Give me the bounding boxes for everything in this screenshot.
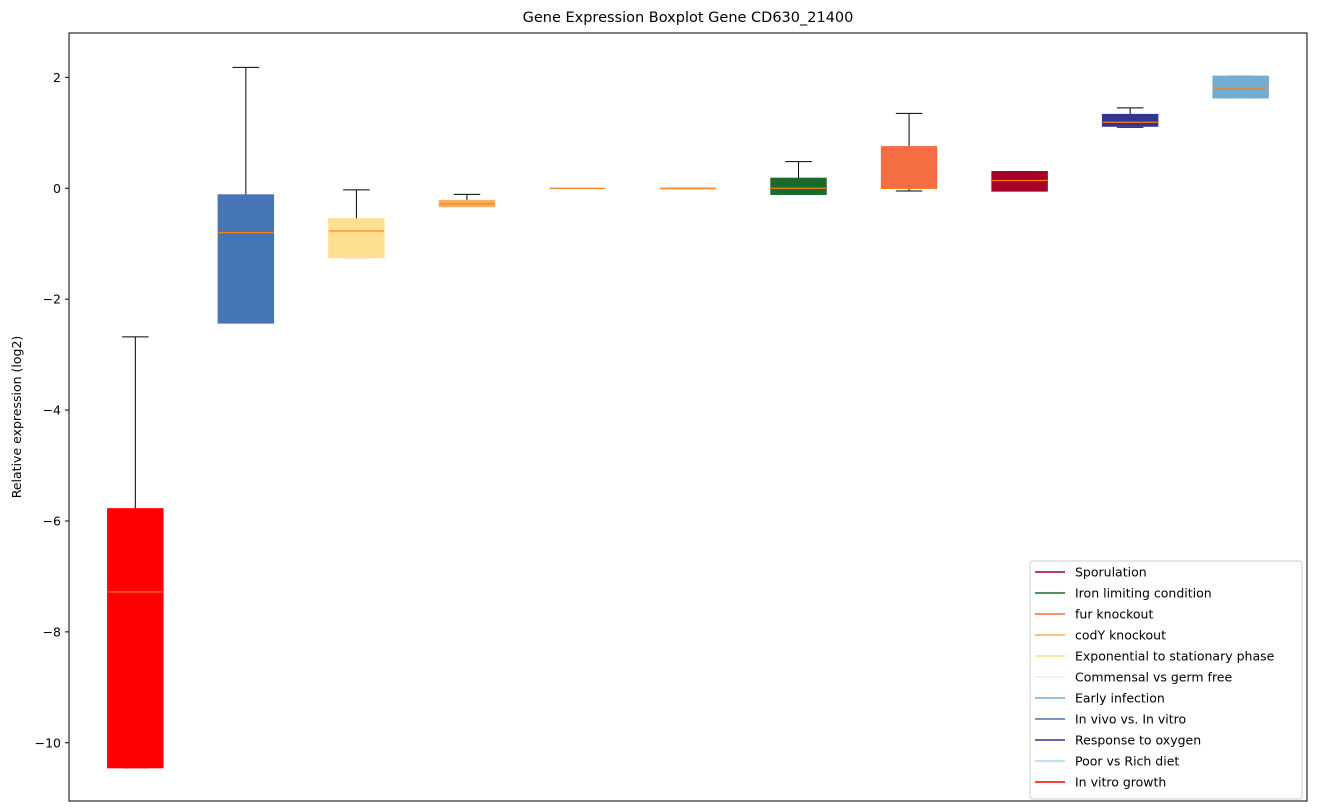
box-6 — [659, 187, 717, 190]
y-tick-label: 0 — [53, 181, 61, 196]
box-body — [991, 171, 1048, 192]
box-11 — [1212, 75, 1269, 99]
box-5 — [549, 187, 606, 190]
legend-label: Poor vs Rich diet — [1075, 754, 1179, 769]
y-tick-label: −4 — [43, 403, 61, 418]
legend-label: fur knockout — [1075, 607, 1153, 622]
legend: Sporulation Iron limiting condition fur kn… — [1029, 560, 1303, 800]
plot-frame — [68, 32, 1308, 802]
legend-label: In vivo vs. In vitro — [1075, 712, 1186, 727]
legend-frame — [1029, 560, 1303, 800]
legend-label: Iron limiting condition — [1075, 586, 1212, 601]
box-1 — [107, 336, 164, 769]
y-tick-label: −2 — [43, 292, 61, 307]
y-tick-label: 2 — [53, 70, 61, 85]
box-body — [328, 218, 385, 259]
box-10 — [1101, 107, 1159, 128]
box-body — [770, 177, 827, 195]
box-3 — [328, 189, 385, 259]
box-body — [107, 508, 164, 769]
y-axis: −10 −8 −6 −4 −2 0 2 — [35, 70, 69, 750]
legend-label: Exponential to stationary phase — [1075, 649, 1275, 664]
legend-label: Response to oxygen — [1075, 733, 1201, 748]
box-9 — [991, 171, 1048, 192]
legend-label: Sporulation — [1075, 565, 1147, 580]
y-tick-label: −8 — [43, 624, 61, 639]
box-4 — [438, 193, 496, 208]
chart-title: Gene Expression Boxplot Gene CD630_21400 — [523, 10, 854, 26]
box-8 — [880, 112, 938, 192]
box-7 — [770, 161, 827, 195]
box-2 — [217, 66, 275, 324]
legend-label: codY knockout — [1075, 628, 1166, 643]
box-group — [107, 66, 1269, 769]
box-body — [1101, 113, 1159, 127]
legend-label: Commensal vs germ free — [1075, 670, 1232, 685]
y-axis-label: Relative expression (log2) — [9, 336, 24, 499]
box-body — [217, 194, 275, 324]
legend-label: In vitro growth — [1075, 775, 1166, 790]
legend-label: Early infection — [1075, 691, 1165, 706]
y-tick-label: −10 — [35, 735, 61, 750]
box-body — [1212, 75, 1269, 99]
y-tick-label: −6 — [43, 513, 61, 528]
box-body — [880, 146, 938, 189]
